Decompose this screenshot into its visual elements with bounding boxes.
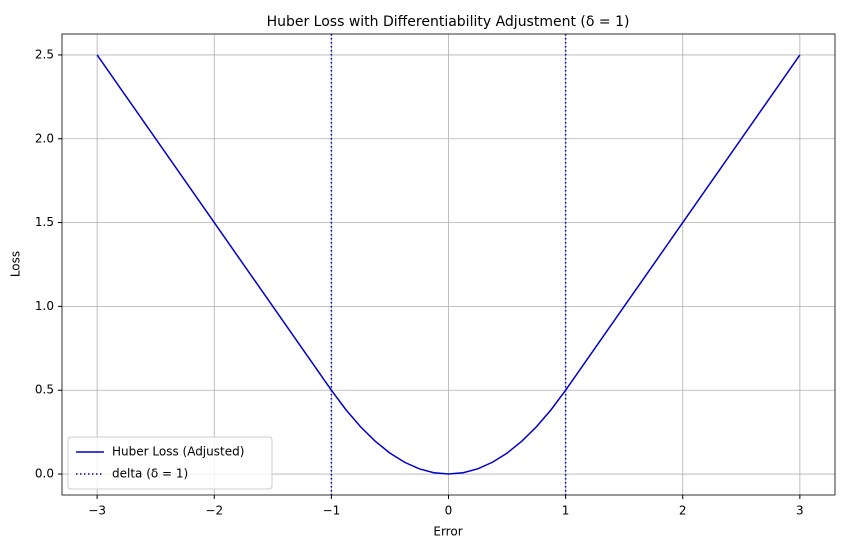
plot-frame bbox=[61, 33, 836, 496]
legend-label: Huber Loss (Adjusted) bbox=[112, 445, 244, 459]
y-tick-label: 0.5 bbox=[35, 383, 54, 397]
legend-label: delta (δ = 1) bbox=[112, 467, 188, 481]
x-tick-label: −3 bbox=[88, 504, 106, 518]
y-tick-label: 1.5 bbox=[35, 215, 54, 229]
x-tick-label: −2 bbox=[205, 504, 223, 518]
chart-title: Huber Loss with Differentiability Adjust… bbox=[267, 14, 630, 30]
y-tick-label: 2.0 bbox=[35, 131, 54, 145]
line-series bbox=[96, 54, 801, 475]
x-tick-label: 0 bbox=[445, 504, 453, 518]
legend-box bbox=[67, 436, 273, 490]
x-tick-label: 2 bbox=[679, 504, 687, 518]
y-tick-label: 0.0 bbox=[35, 467, 54, 481]
x-axis-label: Error bbox=[433, 525, 462, 539]
x-tick-label: −1 bbox=[323, 504, 341, 518]
x-tick-label: 1 bbox=[562, 504, 570, 518]
y-axis-label: Loss bbox=[9, 251, 23, 277]
y-tick-label: 2.5 bbox=[35, 47, 54, 61]
x-tick-label: 3 bbox=[796, 504, 804, 518]
y-tick-label: 1.0 bbox=[35, 299, 54, 313]
